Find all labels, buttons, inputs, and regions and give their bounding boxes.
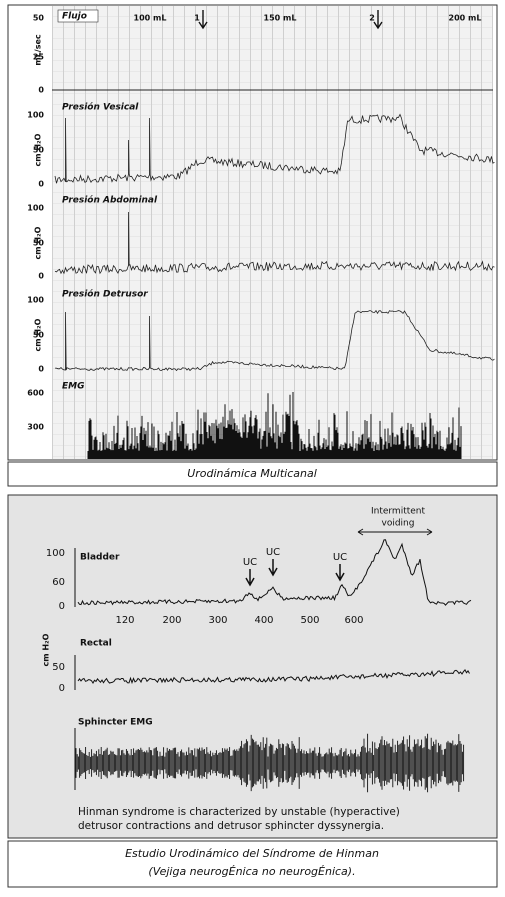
caption: Urodinámica Multicanal (187, 467, 317, 480)
annotation: UC (333, 552, 347, 563)
unit-label: cm H₂O (42, 633, 51, 666)
panel-title: Presión Detrusor (62, 289, 148, 300)
tick-label: 300 (208, 615, 227, 626)
unit-label: cm H₂O (34, 318, 43, 351)
tick-label: 60 (52, 577, 65, 588)
tick-label: 200 (162, 615, 181, 626)
panel-title: Bladder (80, 553, 120, 563)
annotation: UC (266, 547, 280, 558)
note: detrusor contractions and detrusor sphin… (78, 820, 384, 832)
rectal-trace (77, 669, 470, 685)
panel-title: Sphincter EMG (78, 718, 153, 728)
tick-label: 300 (27, 423, 44, 432)
tick-label: 600 (344, 615, 363, 626)
panel-title: Flujo (62, 12, 87, 22)
tick-label: 0 (59, 683, 65, 694)
tick-label: 100 (27, 111, 44, 120)
annotation: UC (243, 557, 257, 568)
unit-label: mL/sec (34, 34, 43, 66)
note: Hinman syndrome is characterized by unst… (78, 806, 400, 818)
bracket (357, 528, 433, 536)
arrow (268, 559, 278, 577)
tick-label: 50 (33, 331, 45, 340)
vesical-trace (54, 113, 495, 184)
volume-marker: 2 (369, 14, 375, 23)
tick-label: 600 (27, 389, 44, 398)
tick-label: 100 (27, 204, 44, 213)
panel-title: Rectal (80, 639, 112, 649)
tick-label: 120 (115, 615, 134, 626)
panel-title: EMG (62, 382, 85, 392)
annotation: voiding (382, 519, 415, 529)
tick-label: 50 (33, 146, 45, 155)
emg-trace (75, 733, 465, 793)
tick-label: 500 (300, 615, 319, 626)
panel-title: Presión Vesical (62, 102, 139, 113)
grid-paper (52, 6, 493, 459)
tick-label: 0 (38, 86, 44, 95)
tick-label: 50 (33, 14, 45, 23)
caption-box (7, 840, 498, 888)
unit-label: cm H₂O (34, 133, 43, 166)
unit-label: cm H₂O (34, 226, 43, 259)
tick-label: 0 (38, 180, 44, 189)
caption-box (7, 461, 498, 487)
volume-marker: 100 mL (134, 14, 167, 23)
caption: Estudio Urodinámico del Síndrome de Hinm… (125, 847, 379, 860)
arrow (245, 569, 255, 587)
arrow (335, 564, 345, 582)
detrusor-trace (54, 309, 495, 372)
abdominal-trace (54, 211, 495, 275)
tick-label: 100 (27, 296, 44, 305)
tick-label: 50 (52, 662, 65, 673)
tick-label: 0 (38, 272, 44, 281)
volume-marker: 200 mL (449, 14, 482, 23)
tick-label: 400 (254, 615, 273, 626)
tick-label: 0 (38, 365, 44, 374)
bladder-trace (77, 539, 472, 606)
tick-label: 0 (59, 601, 65, 612)
panel-title: Presión Abdominal (62, 195, 158, 206)
volume-marker: 150 mL (264, 14, 297, 23)
title-bg (57, 9, 99, 23)
tick-label: 25 (33, 53, 45, 62)
volume-marker: 1 (194, 14, 200, 23)
tick-label: 50 (33, 239, 45, 248)
tick-label: 100 (46, 548, 65, 559)
arrow (198, 10, 208, 30)
caption: (Vejiga neurogÉnica no neurogÉnica). (148, 865, 355, 878)
emg-trace (87, 392, 462, 459)
annotation: Intermittent (371, 507, 426, 517)
arrow (373, 10, 383, 30)
